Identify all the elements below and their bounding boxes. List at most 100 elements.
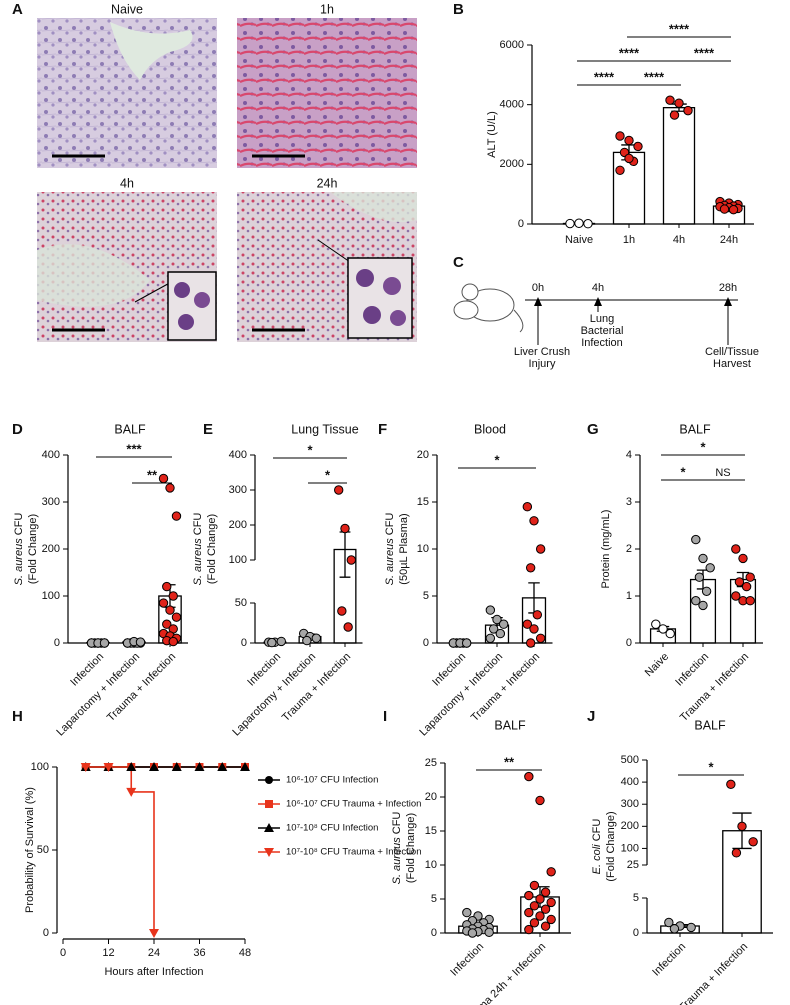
- data-point: [334, 485, 344, 495]
- data-point: [529, 516, 539, 526]
- y-tick-label: 300: [229, 484, 247, 496]
- y-tick-label: 0: [431, 927, 437, 939]
- data-point: [343, 622, 353, 632]
- y-tick-label: 0: [633, 927, 639, 939]
- bar: [662, 107, 696, 225]
- y-tick-label: 200: [42, 543, 60, 555]
- y-axis-label-run: Probability of Survival (%): [24, 787, 36, 913]
- y-tick-label: 10: [417, 543, 429, 555]
- data-point: [462, 907, 472, 918]
- significance-label: NS: [715, 467, 730, 479]
- y-tick-label: 50: [235, 597, 247, 609]
- data-point: [346, 555, 356, 565]
- event-label: Lung: [590, 313, 614, 325]
- significance-label: *: [325, 467, 331, 482]
- x-tick-label: Naive: [643, 651, 671, 679]
- data-point: [698, 600, 708, 611]
- data-point: [615, 165, 625, 176]
- data-point: [340, 523, 350, 534]
- x-tick-label: 24h: [720, 234, 738, 246]
- y-axis-label-run: CFU: [384, 513, 396, 539]
- y-tick-label: 5: [633, 892, 639, 904]
- marker: [194, 762, 205, 771]
- x-tick-label: Trauma + Infection: [469, 651, 542, 724]
- y-tick-label: 100: [621, 842, 639, 854]
- y-axis-label-run: S. aureus: [391, 837, 403, 885]
- data-point: [624, 135, 634, 146]
- data-point: [540, 887, 551, 897]
- y-tick-label: 15: [417, 496, 429, 508]
- data-point: [540, 921, 551, 931]
- significance-label: ****: [694, 45, 715, 60]
- significance-label: ****: [619, 45, 640, 60]
- y-tick-label: 25: [627, 859, 639, 871]
- data-point: [664, 917, 674, 928]
- y-tick-label: 2: [626, 543, 632, 555]
- data-point: [337, 606, 347, 616]
- data-point: [701, 586, 712, 596]
- event-label: Liver Crush: [514, 346, 570, 358]
- data-point: [461, 638, 472, 648]
- series-line: [85, 766, 155, 933]
- data-point: [168, 591, 178, 601]
- y-tick-label: 200: [229, 519, 247, 531]
- data-point: [522, 619, 533, 629]
- data-point: [691, 534, 701, 545]
- micrograph: [237, 18, 417, 168]
- cell: [356, 269, 374, 287]
- x-tick-label: Trauma + Infection: [105, 651, 178, 724]
- data-point: [731, 848, 742, 858]
- x-tick-label: Infection: [448, 941, 486, 979]
- data-point: [171, 612, 182, 622]
- time-label: 4h: [592, 282, 604, 294]
- data-point: [651, 619, 661, 629]
- legend-label: 10⁷-10⁸ CFU Trauma + Infection: [286, 847, 422, 858]
- legend-label: 10⁷-10⁸ CFU Infection: [286, 823, 378, 834]
- data-point: [694, 572, 705, 582]
- y-axis-label-run: S. aureus: [384, 538, 396, 586]
- data-point: [529, 918, 540, 928]
- x-tick-label: 48: [239, 947, 251, 959]
- y-axis-label: S. aureus CFU: [192, 513, 204, 586]
- data-point: [165, 483, 175, 493]
- event-label: Harvest: [713, 358, 751, 370]
- chart-title: BALF: [694, 718, 726, 732]
- data-point: [658, 624, 668, 634]
- x-tick-label: 24: [148, 947, 160, 959]
- x-tick-label: 36: [193, 947, 205, 959]
- marker: [103, 763, 114, 772]
- data-point: [467, 928, 478, 938]
- marker: [80, 763, 91, 772]
- vessel: [37, 244, 150, 307]
- data-point: [492, 614, 502, 625]
- data-point: [532, 610, 543, 620]
- data-point: [535, 544, 546, 554]
- data-point: [665, 95, 675, 105]
- x-tick-label: Trauma + Infection: [677, 941, 750, 1005]
- micrograph-label: 24h: [317, 176, 338, 190]
- y-tick-label: 20: [425, 791, 437, 803]
- y-tick-label: 1: [626, 590, 632, 602]
- x-tick-label: Trauma + Infection: [678, 651, 751, 724]
- y-axis-label: ALT (U/L): [486, 111, 498, 158]
- y-tick-label: 200: [621, 820, 639, 832]
- data-point: [525, 638, 536, 648]
- y-tick-label: 0: [241, 637, 247, 649]
- y-axis-label-run: (Fold Change): [206, 514, 218, 584]
- y-tick-label: 5: [423, 590, 429, 602]
- marker: [240, 762, 250, 771]
- data-point: [745, 572, 755, 582]
- marker: [126, 787, 137, 797]
- marker: [149, 929, 159, 938]
- y-axis-label: (50µL Plasma): [398, 513, 410, 584]
- cell: [178, 314, 194, 330]
- arrow-head: [534, 297, 542, 306]
- vessel: [330, 192, 417, 223]
- data-point: [529, 880, 540, 891]
- x-tick-label: 0: [60, 947, 66, 959]
- y-tick-label: 10: [425, 859, 437, 871]
- significance-label: ***: [126, 441, 142, 456]
- y-axis-label-run: (50µL Plasma): [398, 513, 410, 584]
- data-point: [535, 894, 545, 904]
- data-point: [546, 914, 556, 925]
